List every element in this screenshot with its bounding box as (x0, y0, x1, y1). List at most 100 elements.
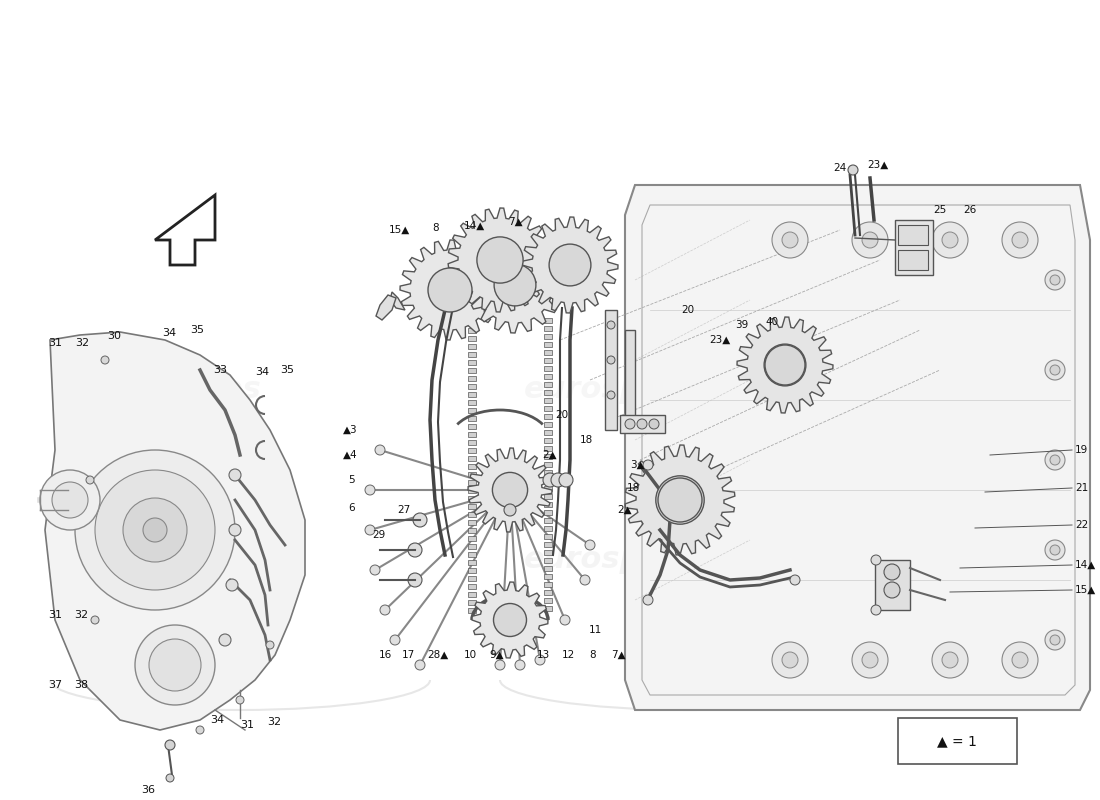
Bar (544, 550, 552, 555)
Bar (620, 415, 666, 433)
Circle shape (229, 524, 241, 536)
Polygon shape (522, 217, 618, 313)
Bar (544, 606, 552, 611)
Circle shape (1012, 232, 1028, 248)
Bar (544, 598, 552, 603)
Bar (544, 326, 552, 331)
Bar (468, 408, 476, 413)
Circle shape (649, 419, 659, 429)
Bar (544, 366, 552, 371)
Text: 32: 32 (75, 338, 89, 348)
Bar (544, 494, 552, 499)
Text: 31: 31 (48, 610, 62, 620)
Text: 19: 19 (1075, 445, 1088, 455)
Circle shape (848, 165, 858, 175)
Circle shape (559, 473, 573, 487)
Bar (544, 590, 552, 595)
Circle shape (607, 391, 615, 399)
Text: 2▲: 2▲ (542, 450, 558, 460)
Text: 33: 33 (213, 365, 227, 375)
Text: 15▲: 15▲ (388, 225, 409, 235)
Circle shape (764, 344, 806, 386)
Text: 31: 31 (240, 720, 254, 730)
Circle shape (375, 445, 385, 455)
Text: 2▲: 2▲ (618, 505, 632, 515)
Text: 34: 34 (255, 367, 270, 377)
Text: 35: 35 (280, 365, 294, 375)
Circle shape (1050, 635, 1060, 645)
Circle shape (123, 498, 187, 562)
Bar (468, 504, 476, 509)
Circle shape (852, 642, 888, 678)
Text: 27: 27 (397, 505, 410, 515)
Polygon shape (390, 292, 405, 310)
Text: 18: 18 (626, 483, 639, 493)
Circle shape (390, 635, 400, 645)
Circle shape (782, 652, 797, 668)
Text: 31: 31 (48, 338, 62, 348)
Bar (544, 486, 552, 491)
Bar (468, 472, 476, 477)
Circle shape (862, 652, 878, 668)
Bar (544, 398, 552, 403)
Bar (468, 368, 476, 373)
Circle shape (625, 419, 635, 429)
Text: 20: 20 (556, 410, 568, 420)
Text: 24: 24 (834, 163, 847, 173)
Text: 11: 11 (588, 625, 602, 635)
Text: 36: 36 (141, 785, 155, 795)
Polygon shape (472, 582, 548, 658)
Text: 18: 18 (580, 435, 593, 445)
Circle shape (1050, 455, 1060, 465)
Circle shape (549, 244, 591, 286)
Polygon shape (468, 237, 563, 333)
Circle shape (644, 460, 653, 470)
Bar (544, 502, 552, 507)
Text: 20: 20 (681, 305, 694, 315)
Circle shape (412, 513, 427, 527)
Circle shape (871, 555, 881, 565)
Bar (468, 552, 476, 557)
Bar (544, 582, 552, 587)
Circle shape (607, 321, 615, 329)
Bar (468, 576, 476, 581)
Text: 12: 12 (561, 650, 574, 660)
Polygon shape (448, 208, 552, 312)
Text: eurospares: eurospares (524, 375, 716, 405)
Circle shape (101, 356, 109, 364)
Bar (468, 432, 476, 437)
Text: 17: 17 (402, 650, 415, 660)
Text: 15▲: 15▲ (1075, 585, 1097, 595)
Bar (468, 584, 476, 589)
Circle shape (782, 232, 797, 248)
Circle shape (862, 232, 878, 248)
Circle shape (494, 603, 527, 637)
Text: 22: 22 (1075, 520, 1088, 530)
Circle shape (884, 564, 900, 580)
Text: ▲ = 1: ▲ = 1 (937, 734, 977, 748)
Bar (544, 478, 552, 483)
Bar (468, 360, 476, 365)
Bar (544, 462, 552, 467)
Circle shape (196, 726, 204, 734)
Bar (544, 406, 552, 411)
Circle shape (790, 575, 800, 585)
Bar (468, 448, 476, 453)
Circle shape (143, 518, 167, 542)
Circle shape (52, 482, 88, 518)
Polygon shape (376, 295, 396, 320)
Text: 23▲: 23▲ (868, 160, 889, 170)
Circle shape (148, 639, 201, 691)
Circle shape (656, 476, 704, 524)
Circle shape (658, 478, 702, 522)
Circle shape (433, 274, 466, 306)
Circle shape (942, 232, 958, 248)
Circle shape (580, 575, 590, 585)
Circle shape (1045, 540, 1065, 560)
Text: 28▲: 28▲ (428, 650, 449, 660)
Bar (468, 376, 476, 381)
Bar (544, 334, 552, 339)
Bar (544, 358, 552, 363)
Circle shape (942, 652, 958, 668)
Text: 37: 37 (48, 680, 62, 690)
